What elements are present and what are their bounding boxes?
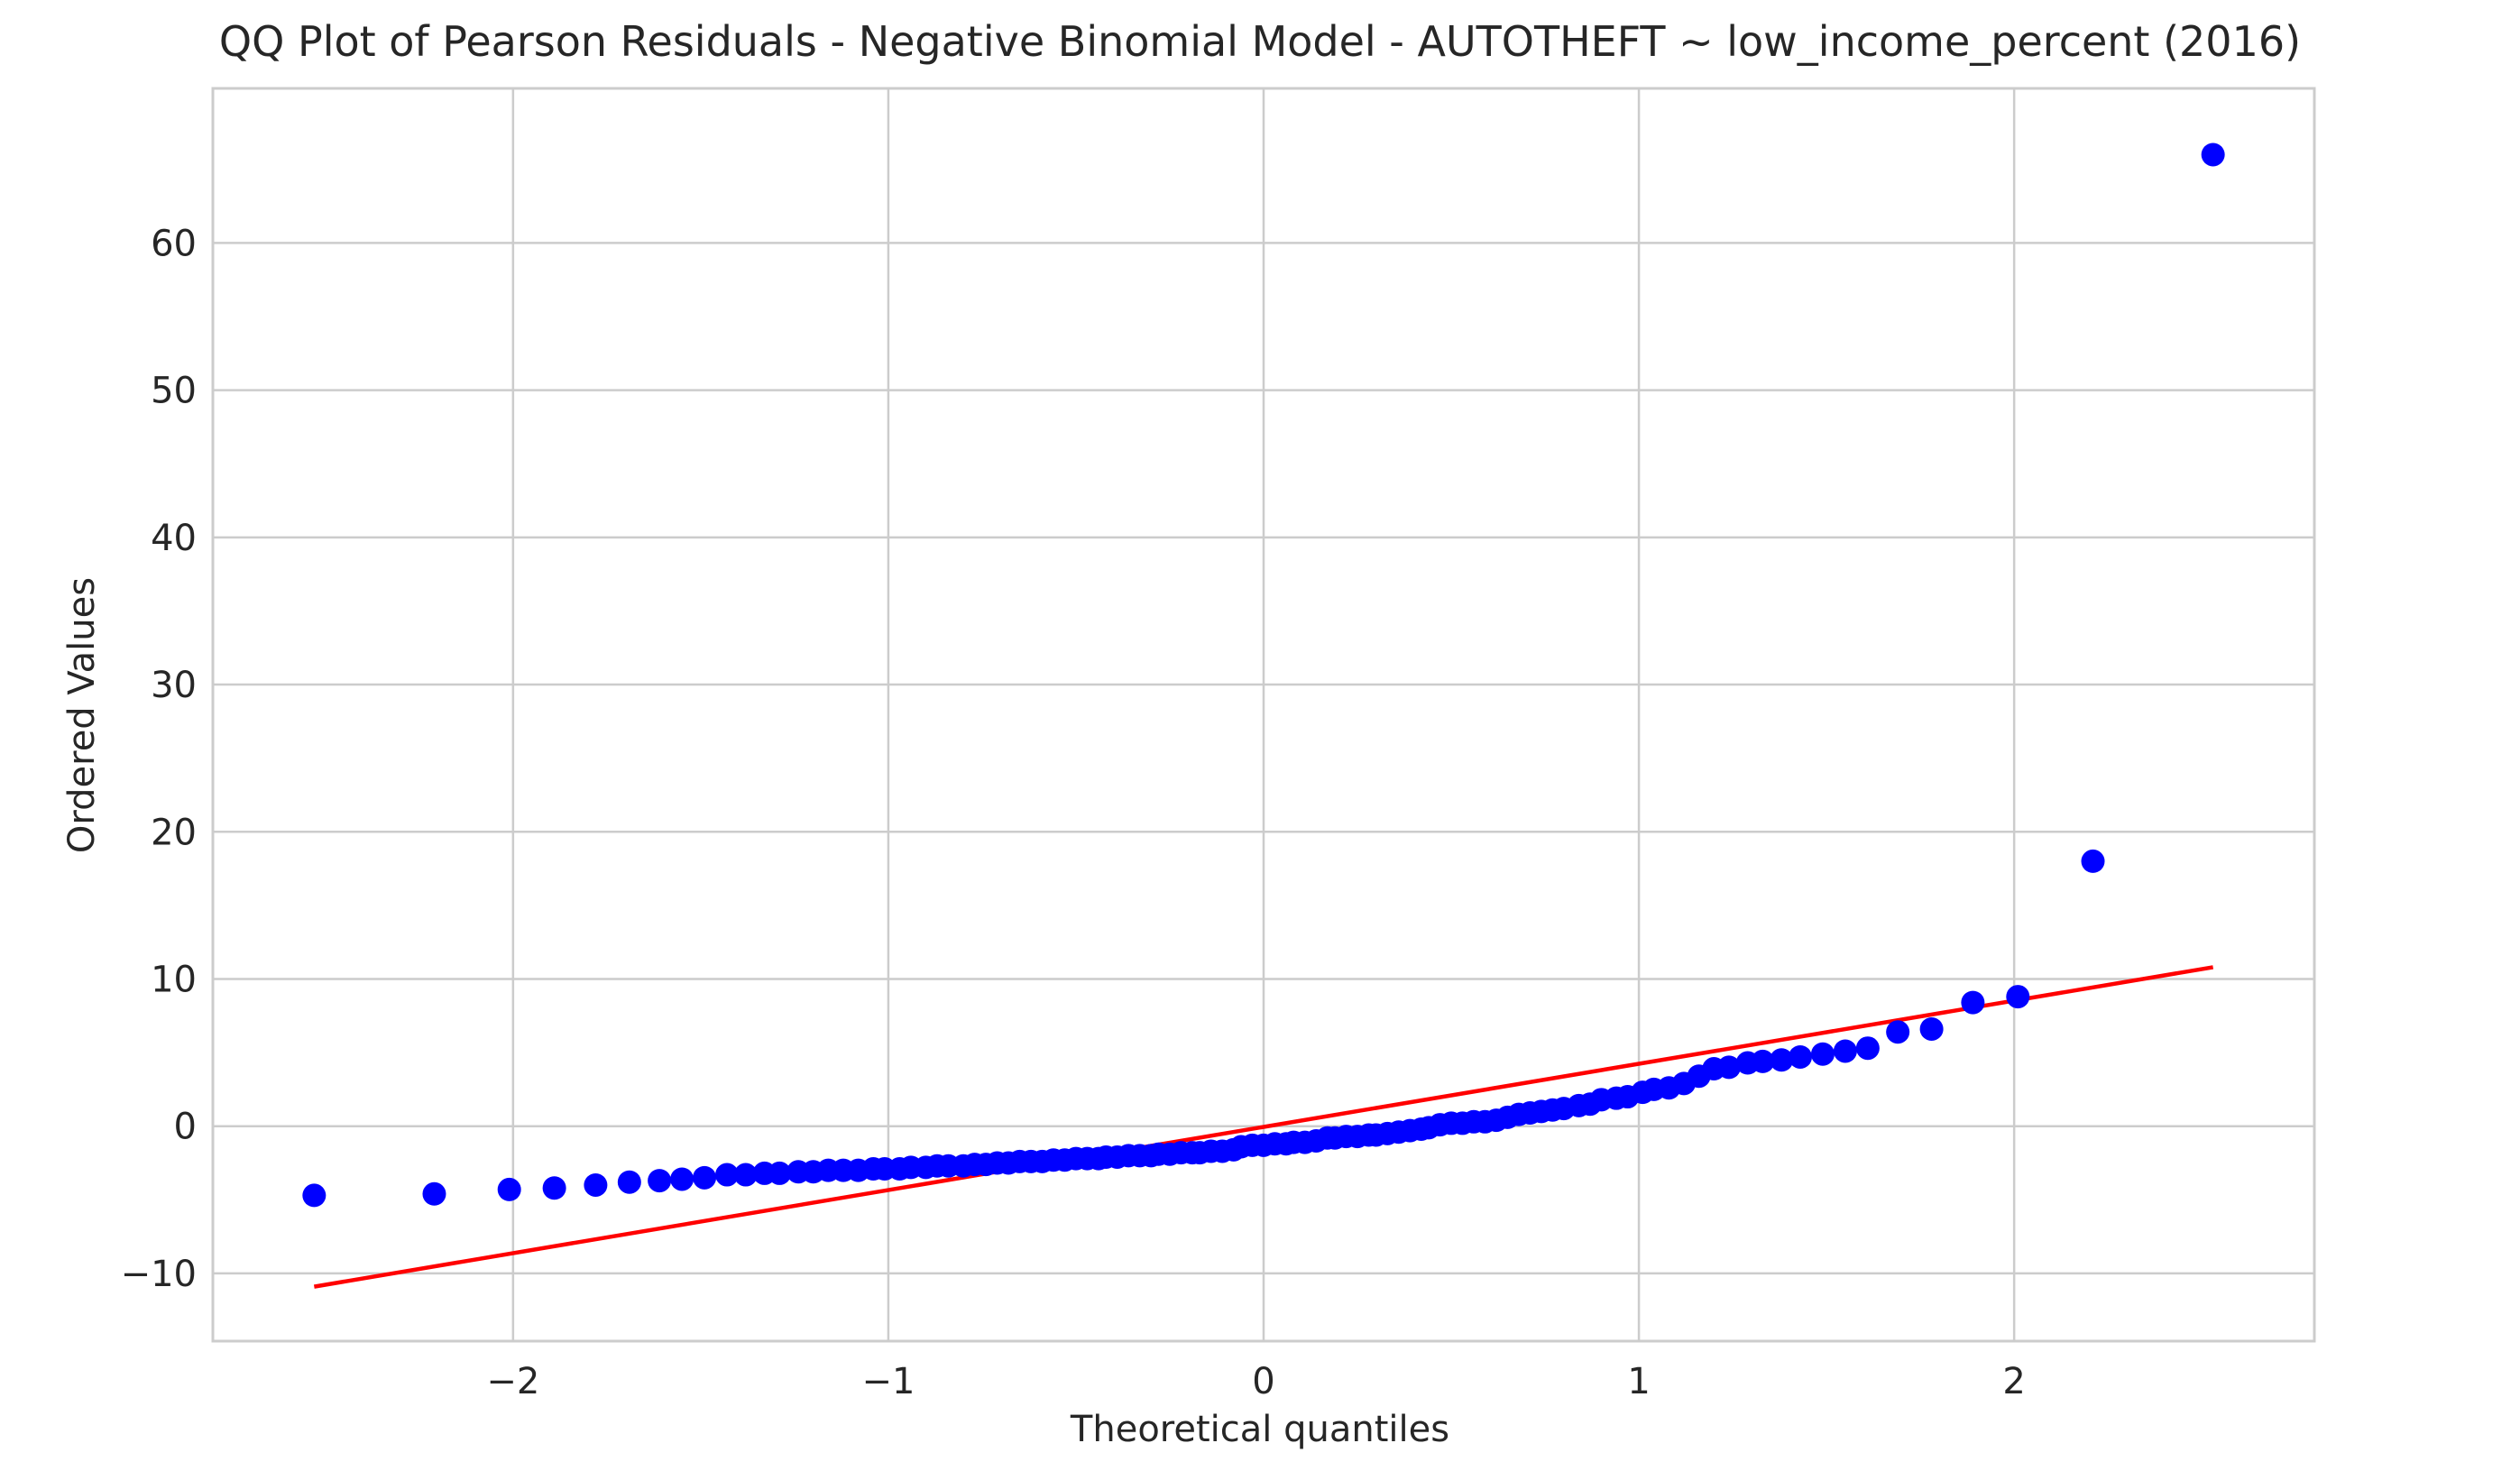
x-tick-label: 0 (1252, 1361, 1274, 1402)
chart-title: QQ Plot of Pearson Residuals - Negative … (219, 17, 2301, 66)
y-tick-label: 50 (151, 371, 197, 412)
data-point (1751, 1049, 1775, 1073)
data-point (733, 1163, 758, 1187)
y-tick-label: 30 (151, 665, 197, 706)
grid-lines (213, 88, 2314, 1341)
data-point (1810, 1042, 1835, 1066)
data-point (715, 1163, 740, 1187)
data-point (1855, 1036, 1880, 1061)
data-point (1886, 1020, 1910, 1044)
y-tick-label: 0 (174, 1107, 197, 1148)
y-tick-label: 40 (151, 518, 197, 559)
data-point (693, 1165, 717, 1190)
x-axis-label: Theoretical quantiles (1070, 1409, 1449, 1450)
data-point (1961, 990, 1985, 1015)
data-point (1833, 1039, 1857, 1063)
x-tick-label: 2 (2002, 1361, 2025, 1402)
y-tick-label: −10 (121, 1254, 197, 1295)
data-point (670, 1167, 694, 1191)
data-point (422, 1181, 446, 1206)
plot-frame (211, 87, 2316, 1343)
data-point (302, 1183, 326, 1208)
y-axis-label: Ordered Values (61, 577, 103, 853)
data-point (648, 1169, 672, 1193)
data-point (768, 1161, 792, 1185)
data-point (497, 1177, 521, 1201)
y-tick-label: 10 (151, 959, 197, 1000)
data-point (542, 1176, 566, 1200)
data-point (584, 1172, 608, 1197)
plot-frame-border (211, 87, 2316, 1343)
x-tick-label: 1 (1627, 1361, 1650, 1402)
x-tick-label: −2 (486, 1361, 539, 1402)
data-points (302, 142, 2225, 1208)
y-tick-label: 20 (151, 812, 197, 853)
data-point (2081, 849, 2105, 873)
data-point (1716, 1055, 1741, 1080)
data-point (1919, 1016, 1944, 1041)
y-tick-label: 60 (151, 223, 197, 264)
data-point (2201, 142, 2225, 167)
data-point (1788, 1044, 1812, 1069)
data-point (2006, 985, 2030, 1009)
data-point (617, 1170, 641, 1194)
x-tick-label: −1 (861, 1361, 915, 1402)
data-point (1770, 1048, 1794, 1072)
